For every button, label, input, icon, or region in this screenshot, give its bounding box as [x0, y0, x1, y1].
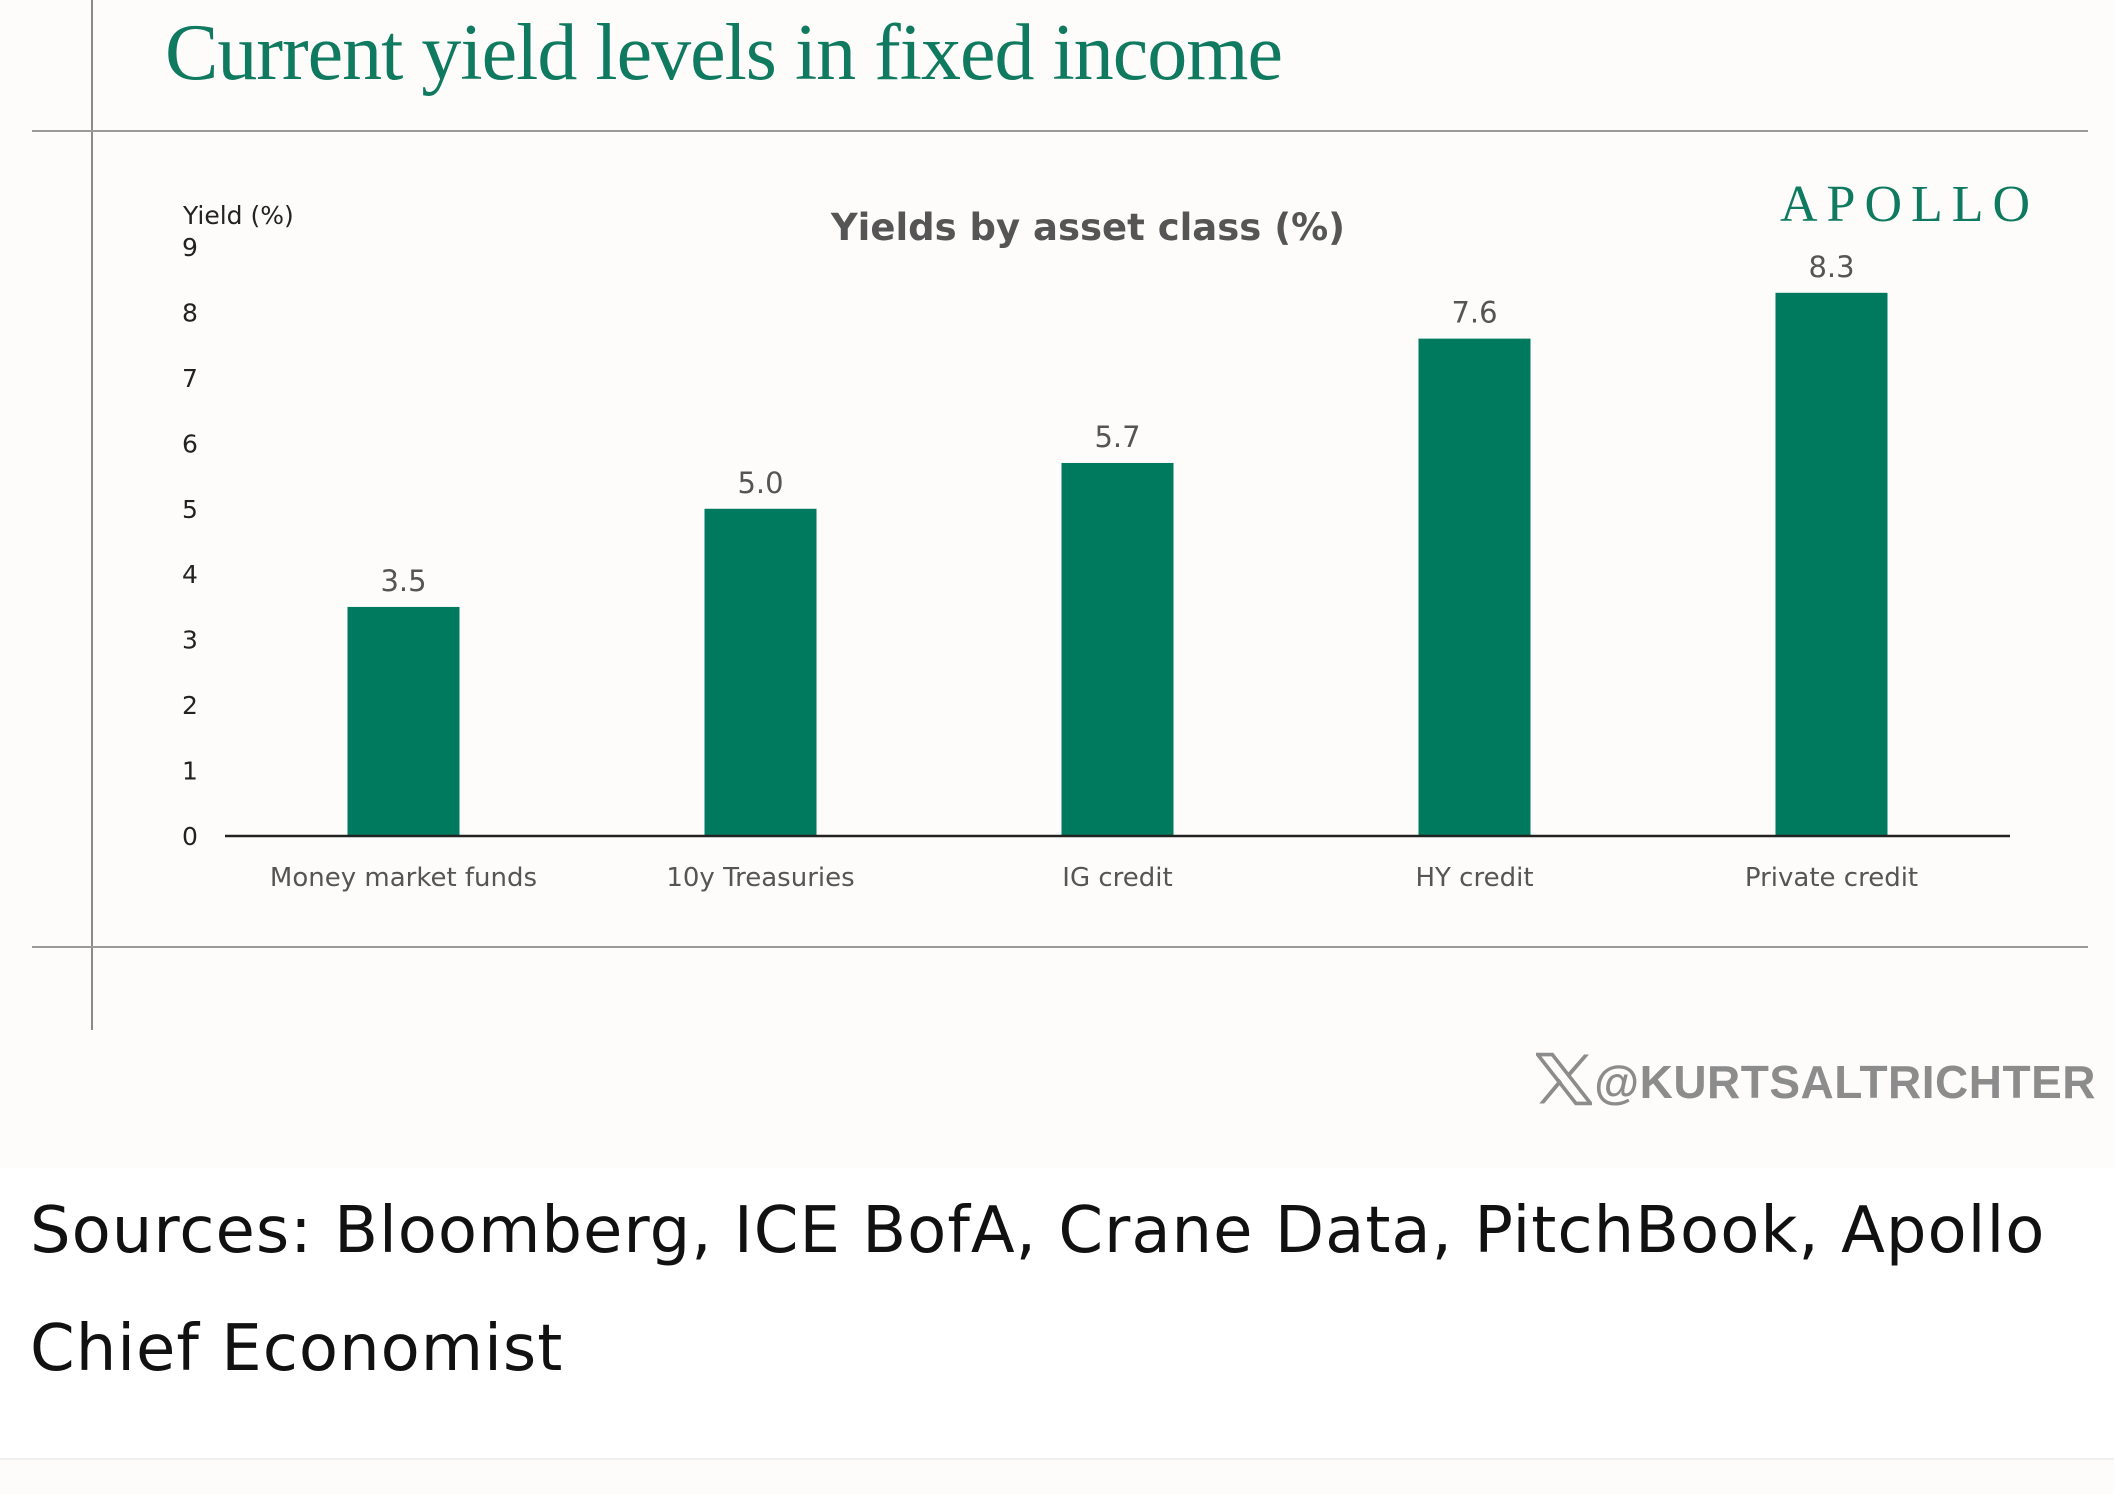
page-title: Current yield levels in fixed income [165, 9, 1283, 97]
bar-1 [347, 606, 460, 836]
bar-5 [1775, 292, 1888, 836]
value-label: 5.7 [1094, 420, 1140, 454]
sources-caption: Sources: Bloomberg, ICE BofA, Crane Data… [30, 1194, 2046, 1386]
apollo-logo: APOLLO [1780, 176, 2040, 233]
bar-3 [1061, 462, 1174, 836]
caption-area [0, 1168, 2114, 1458]
x-tick-label: 10y Treasuries [666, 863, 854, 893]
x-logo-icon [1536, 1052, 1593, 1106]
value-labels: 3.5 5.0 5.7 7.6 8.3 [380, 250, 1854, 598]
chart-bottom-divider [32, 946, 2088, 948]
bar-4 [1418, 338, 1531, 836]
y-axis-label: Yield (%) [182, 201, 294, 230]
y-tick-label: 9 [182, 233, 198, 262]
value-label: 5.0 [737, 466, 783, 500]
bottom-divider [0, 1458, 2114, 1460]
x-tick-label: HY credit [1415, 863, 1533, 893]
title-divider [32, 130, 2088, 132]
value-label: 3.5 [380, 564, 426, 598]
x-axis-ticks: Money market funds 10y Treasuries IG credi… [270, 863, 1918, 893]
y-tick-label: 2 [182, 691, 198, 720]
y-tick-label: 0 [182, 822, 198, 851]
y-tick-label: 6 [182, 429, 198, 458]
social-handle: @KURTSALTRICHTER [1594, 1056, 2096, 1108]
value-label: 7.6 [1451, 296, 1497, 330]
x-tick-label: Money market funds [270, 863, 537, 893]
y-tick-label: 8 [182, 298, 198, 327]
social-watermark: @KURTSALTRICHTER [1536, 1015, 2096, 1143]
value-label: 8.3 [1808, 250, 1854, 284]
frame-vertical-rule [91, 0, 93, 1030]
y-tick-label: 4 [182, 560, 198, 589]
y-tick-label: 3 [182, 626, 198, 655]
bar-chart: Yields by asset class (%) Yield (%) 0 1 2 3… [182, 201, 2010, 893]
y-tick-label: 7 [182, 364, 198, 393]
y-tick-label: 5 [182, 495, 198, 524]
bar-2 [704, 508, 817, 836]
x-tick-label: Private credit [1745, 863, 1918, 893]
bars [347, 292, 1888, 836]
chart-title: Yields by asset class (%) [830, 206, 1345, 249]
y-axis-ticks: 0 1 2 3 4 5 6 7 8 9 [182, 233, 198, 851]
x-tick-label: IG credit [1062, 863, 1172, 893]
y-tick-label: 1 [182, 757, 198, 786]
